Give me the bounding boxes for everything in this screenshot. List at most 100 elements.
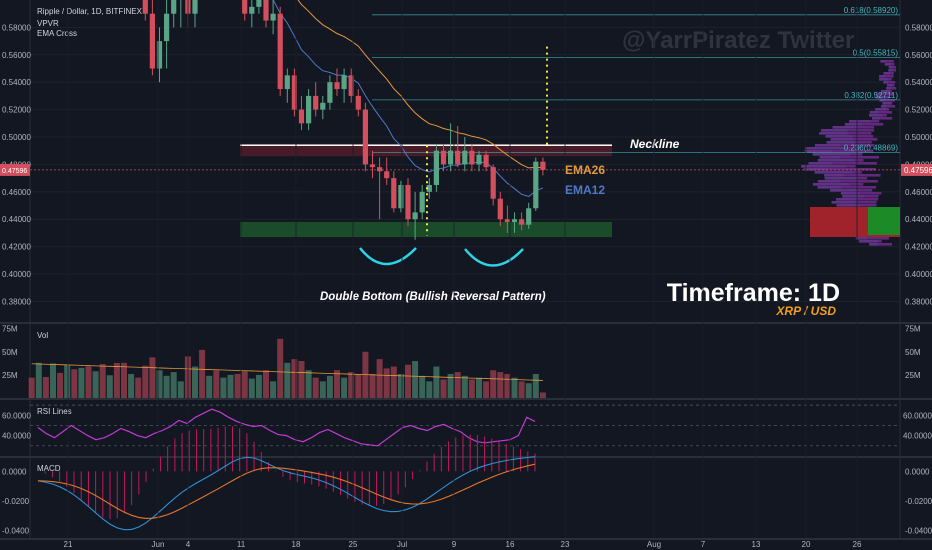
volume-bar <box>355 373 362 398</box>
candle-body <box>377 167 383 172</box>
vpvr-bar-down <box>869 243 892 246</box>
volume-bars <box>28 338 546 398</box>
vpvr-bar-down <box>821 129 874 132</box>
vpvr-bar-down <box>882 102 893 105</box>
time-tick: 18 <box>292 540 301 549</box>
time-tick: 11 <box>237 540 246 549</box>
vpvr-bar-down <box>886 87 897 90</box>
volume-bar <box>92 371 99 398</box>
candle-body <box>384 171 390 179</box>
volume-bar <box>121 362 127 398</box>
vpvr-bar-down <box>883 72 894 75</box>
volume-tick-left: 75M <box>2 325 18 334</box>
volume-bar <box>305 370 312 398</box>
volume-bar <box>383 368 390 398</box>
candle-body <box>291 75 297 110</box>
vpvr-bar-down <box>884 63 895 66</box>
watermark: @YarrPiratez Twitter <box>622 27 854 54</box>
ema26-label: EMA26 <box>565 163 605 177</box>
vpvr-bar-down <box>803 168 876 171</box>
price-tick-right: 0.44000 <box>905 215 932 224</box>
candle-body <box>355 95 361 110</box>
vpvr-bar-down <box>832 126 875 129</box>
candle-body <box>362 109 368 165</box>
candle-body <box>341 75 347 90</box>
candle-body <box>440 150 447 165</box>
price-tick-left: 0.40000 <box>2 270 31 279</box>
candle-body <box>334 82 340 90</box>
vpvr-bar-down <box>817 180 878 183</box>
price-tick-right: 0.40000 <box>905 270 932 279</box>
vpvr-bar-down <box>825 135 874 138</box>
macd-tick-right: -0.0400 <box>905 527 932 536</box>
volume-bar <box>433 366 440 398</box>
price-tick-right: 0.46000 <box>905 188 932 197</box>
price-tick-left: 0.54000 <box>2 78 31 87</box>
current-price-left: 0.47596 <box>2 168 27 175</box>
candle-body <box>270 13 276 21</box>
vpvr-bar-down <box>858 240 882 243</box>
vpvr-bar-down <box>876 93 894 96</box>
vpvr-bar-down <box>814 144 875 147</box>
time-tick: 26 <box>853 540 862 549</box>
volume-bar <box>270 381 277 398</box>
volume-bar <box>412 361 419 398</box>
macd-tick-left: 0.0000 <box>2 467 27 476</box>
vpvr-bar-down <box>808 162 877 165</box>
volume-bar <box>334 370 340 398</box>
volume-bar <box>490 370 497 398</box>
volume-bar <box>28 377 35 398</box>
fib-label: 0.236(0.48869) <box>844 144 899 153</box>
ema12-label: EMA12 <box>565 183 605 197</box>
vpvr-bar-down <box>872 117 893 120</box>
vpvr-bar-down <box>880 105 896 108</box>
volume-bar <box>497 372 504 398</box>
volume-bar <box>128 373 135 398</box>
time-tick: 9 <box>452 540 457 549</box>
candle-body <box>497 198 503 220</box>
neckline-label: Neckline <box>630 137 680 151</box>
volume-bar <box>85 366 92 398</box>
volume-bar <box>263 370 269 398</box>
rsi-tick-left: 40.0000 <box>2 432 31 441</box>
volume-bar <box>483 381 490 398</box>
vpvr-bar-down <box>868 114 887 117</box>
vpvr-bar-down <box>817 159 864 162</box>
vpvr-bar-down <box>855 237 889 240</box>
vpvr-bar-down <box>875 108 890 111</box>
candle-body <box>369 164 376 168</box>
volume-bar <box>149 357 156 398</box>
volume-bar <box>319 381 326 398</box>
price-tick-left: 0.56000 <box>2 51 31 60</box>
vpvr-bar-down <box>830 189 873 192</box>
candle-body <box>433 150 439 185</box>
candle-body <box>149 13 155 69</box>
volume-tick-right: 25M <box>905 371 921 380</box>
vpvr-bar-down <box>819 132 872 135</box>
candle-body <box>284 75 290 90</box>
volume-bar <box>454 372 461 398</box>
volume-bar <box>419 375 426 398</box>
volume-tick-right: 50M <box>905 348 921 357</box>
fib-label: 0.382(0.52711) <box>844 91 898 100</box>
volume-bar <box>468 379 475 398</box>
candle-body <box>483 154 489 168</box>
current-price-tag-left <box>0 163 30 176</box>
volume-bar <box>291 359 298 398</box>
volume-bar <box>326 375 333 398</box>
macd-line <box>37 456 536 531</box>
bottom-1-arc <box>359 247 417 266</box>
volume-bar <box>518 381 525 398</box>
vpvr-poc-green <box>868 207 900 235</box>
time-tick: 16 <box>506 540 515 549</box>
volume-bar <box>50 363 56 398</box>
candle-body <box>462 150 468 165</box>
volume-bar <box>177 381 184 398</box>
indicator-label: EMA Cross <box>37 29 77 38</box>
macd-tick-right: -0.0200 <box>905 497 932 506</box>
rsi-tick-right: 40.0000 <box>903 432 932 441</box>
price-tick-right: 0.56000 <box>905 51 932 60</box>
vpvr-bar-down <box>830 138 878 141</box>
price-tick-left: 0.44000 <box>2 215 31 224</box>
current-price-right: 0.47596 <box>904 166 932 175</box>
